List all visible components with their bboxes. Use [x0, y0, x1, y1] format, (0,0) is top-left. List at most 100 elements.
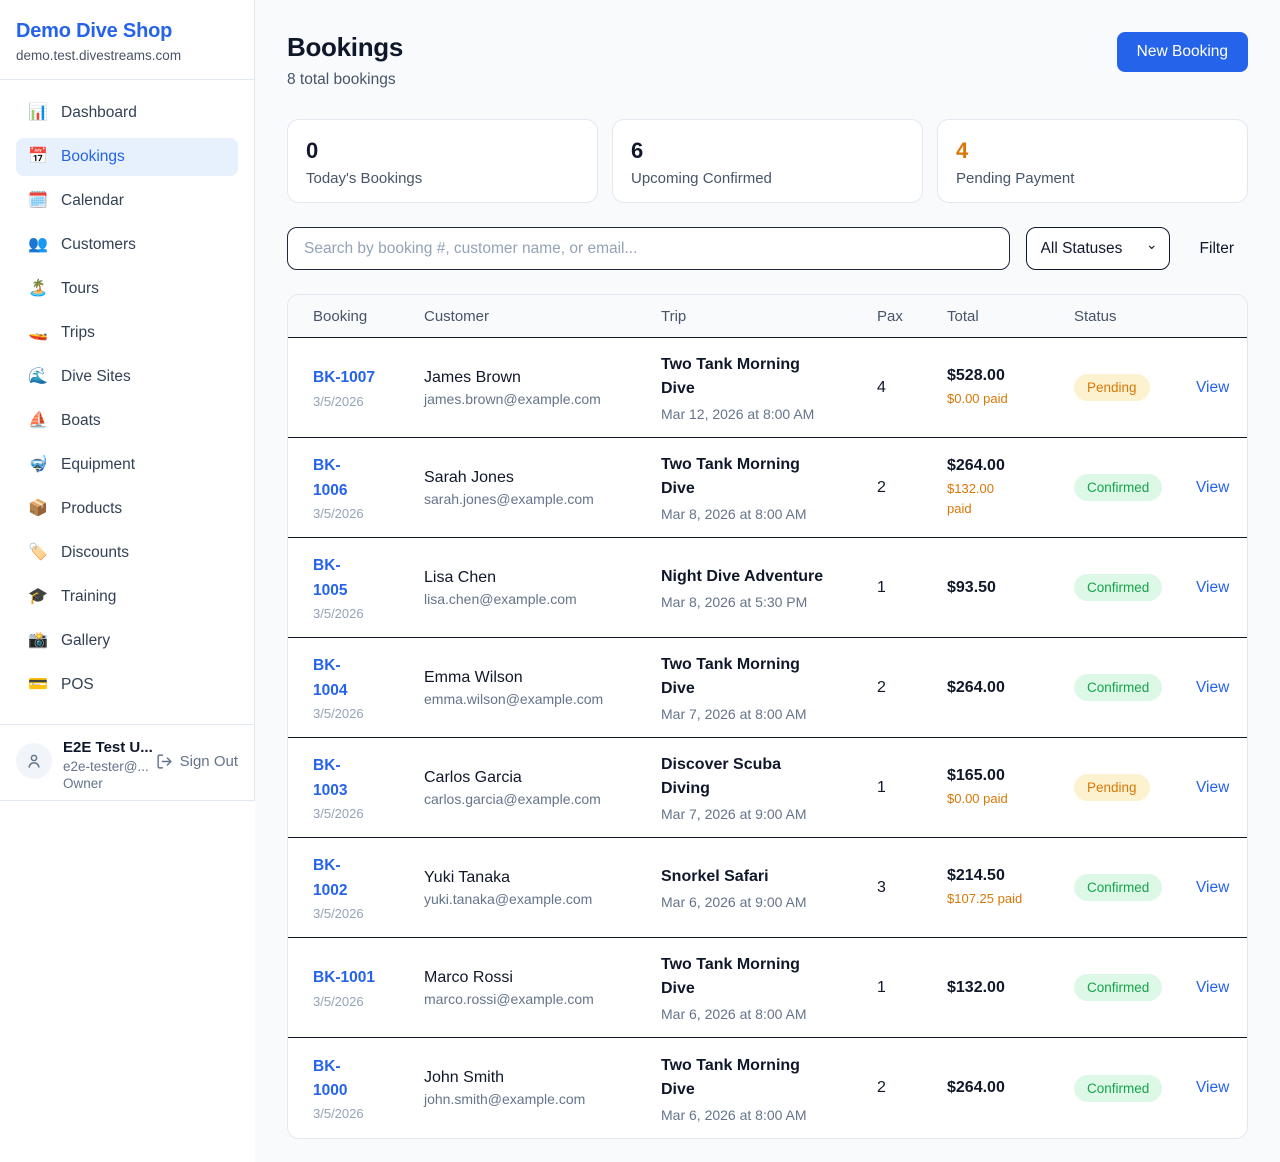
trip-name: Two Tank Morning Dive: [661, 456, 800, 497]
view-link[interactable]: View: [1196, 778, 1230, 796]
sidebar-item-gallery[interactable]: 📸 Gallery: [16, 622, 238, 660]
new-booking-button[interactable]: New Booking: [1116, 32, 1248, 72]
booking-id-link[interactable]: BK- 1005: [313, 557, 348, 599]
sidebar-item-customers[interactable]: 👥 Customers: [16, 226, 238, 264]
sidebar-item-label: Discounts: [61, 544, 130, 561]
customer-email: sarah.jones@example.com: [424, 490, 594, 507]
sidebar-item-trips[interactable]: 🚤 Trips: [16, 314, 238, 352]
paid-amount: $107.25 paid: [947, 890, 1023, 906]
table-row: BK-1001 3/5/2026 Marco Rossi marco.rossi…: [288, 938, 1247, 1038]
trip-datetime: Mar 7, 2026 at 8:00 AM: [661, 706, 807, 722]
sidebar-item-boats[interactable]: ⛵ Boats: [16, 402, 238, 440]
status-select[interactable]: All Statuses: [1025, 227, 1170, 270]
sidebar-item-label: Bookings: [61, 148, 125, 165]
trip-datetime: Mar 6, 2026 at 8:00 AM: [661, 1106, 807, 1123]
trip-datetime: Mar 7, 2026 at 9:00 AM: [661, 806, 807, 822]
view-link[interactable]: View: [1196, 878, 1230, 896]
booking-date: 3/5/2026: [313, 905, 364, 921]
main-content: Bookings 8 total bookings New Booking 0 …: [255, 0, 1280, 1162]
sidebar-item-label: Customers: [61, 236, 136, 253]
diving-mask-icon: 🤿: [28, 456, 48, 473]
user-role: Owner: [63, 776, 103, 791]
pax-value: 1: [877, 578, 886, 596]
table-row: BK- 1006 3/5/2026 Sarah Jones sarah.jone…: [288, 438, 1247, 538]
booking-id-link[interactable]: BK- 1000: [313, 1057, 348, 1099]
customer-name: Lisa Chen: [424, 568, 497, 586]
sidebar-item-calendar[interactable]: 🗓️ Calendar: [16, 182, 238, 220]
user-email: e2e-tester@...: [63, 759, 149, 774]
sidebar-item-label: POS: [61, 676, 94, 693]
sidebar-item-discounts[interactable]: 🏷️ Discounts: [16, 534, 238, 572]
view-link[interactable]: View: [1196, 1079, 1230, 1096]
paid-amount: $132.00 paid: [947, 481, 994, 516]
status-badge: Pending: [1074, 374, 1150, 401]
status-badge: Confirmed: [1074, 974, 1163, 1001]
logout-icon: [157, 754, 172, 769]
status-badge: Confirmed: [1074, 574, 1163, 601]
booking-id-link[interactable]: BK-1007: [313, 369, 376, 387]
sidebar-item-products[interactable]: 📦 Products: [16, 490, 238, 528]
sidebar-item-dive-sites[interactable]: 🌊 Dive Sites: [16, 358, 238, 396]
status-select-wrap: All Statuses ⌄: [1025, 227, 1170, 270]
wave-icon: 🌊: [28, 368, 48, 385]
status-badge: Confirmed: [1074, 874, 1163, 901]
customer-email: lisa.chen@example.com: [424, 590, 577, 607]
view-link[interactable]: View: [1196, 978, 1230, 996]
search-input[interactable]: [287, 227, 1010, 270]
customer-email: carlos.garcia@example.com: [424, 790, 601, 807]
sidebar-item-label: Dashboard: [61, 104, 137, 121]
booking-id-link[interactable]: BK- 1006: [313, 457, 348, 499]
view-link[interactable]: View: [1196, 578, 1230, 596]
trip-name: Two Tank Morning Dive: [661, 356, 800, 397]
customer-email: marco.rossi@example.com: [424, 990, 594, 1007]
camera-icon: 📸: [28, 632, 48, 649]
brand-block: Demo Dive Shop demo.test.divestreams.com: [0, 0, 254, 80]
tag-icon: 🏷️: [28, 544, 48, 561]
sidebar-nav: 📊 Dashboard 📅 Bookings 🗓️ Calendar 👥 Cus…: [0, 80, 254, 724]
bookings-table: Booking Customer Trip Pax Total Status B…: [287, 294, 1248, 1139]
status-badge: Confirmed: [1074, 474, 1163, 501]
sidebar-item-equipment[interactable]: 🤿 Equipment: [16, 446, 238, 484]
column-header-trip: Trip: [661, 307, 687, 325]
view-link[interactable]: View: [1196, 478, 1230, 496]
sidebar-item-training[interactable]: 🎓 Training: [16, 578, 238, 616]
customer-name: Emma Wilson: [424, 668, 523, 686]
total-amount: $264.00: [947, 678, 1005, 696]
sign-out-button[interactable]: Sign Out: [156, 753, 238, 770]
filter-bar: All Statuses ⌄ Filter: [287, 227, 1248, 270]
table-row: BK- 1003 3/5/2026 Carlos Garcia carlos.g…: [288, 738, 1247, 838]
customer-name: James Brown: [424, 368, 521, 386]
booking-id-link[interactable]: BK- 1002: [313, 857, 348, 899]
view-link[interactable]: View: [1196, 378, 1230, 396]
sidebar-item-label: Dive Sites: [61, 368, 131, 385]
stat-card: 6 Upcoming Confirmed: [612, 119, 923, 203]
filter-button[interactable]: Filter: [1199, 239, 1234, 257]
customer-name: Sarah Jones: [424, 468, 514, 486]
booking-id-link[interactable]: BK- 1003: [313, 757, 348, 799]
column-header-customer: Customer: [424, 307, 490, 325]
sidebar-item-label: Boats: [61, 412, 101, 429]
trip-datetime: Mar 6, 2026 at 9:00 AM: [661, 894, 807, 910]
trip-datetime: Mar 8, 2026 at 8:00 AM: [661, 506, 807, 522]
trip-datetime: Mar 6, 2026 at 8:00 AM: [661, 1006, 807, 1022]
booking-id-link[interactable]: BK-1001: [313, 969, 376, 987]
page-title: Bookings: [287, 32, 404, 62]
customer-email: john.smith@example.com: [424, 1091, 586, 1107]
people-icon: 👥: [28, 236, 48, 253]
sidebar-item-pos[interactable]: 💳 POS: [16, 666, 238, 704]
speedboat-icon: 🚤: [28, 324, 48, 341]
sidebar-item-dashboard[interactable]: 📊 Dashboard: [16, 94, 238, 132]
stat-value: 6: [631, 138, 644, 163]
avatar: [16, 743, 52, 779]
credit-card-icon: 💳: [28, 676, 48, 693]
sidebar-item-tours[interactable]: 🏝️ Tours: [16, 270, 238, 308]
trip-name: Discover Scuba Diving: [661, 756, 782, 797]
sidebar-item-label: Products: [61, 500, 123, 517]
stat-label: Pending Payment: [956, 170, 1075, 187]
status-badge: Confirmed: [1074, 674, 1163, 701]
calendar-icon: 📅: [28, 148, 48, 165]
booking-id-link[interactable]: BK- 1004: [313, 657, 348, 699]
sidebar-item-bookings[interactable]: 📅 Bookings: [16, 138, 238, 176]
view-link[interactable]: View: [1196, 678, 1230, 696]
stat-value: 4: [956, 138, 969, 163]
